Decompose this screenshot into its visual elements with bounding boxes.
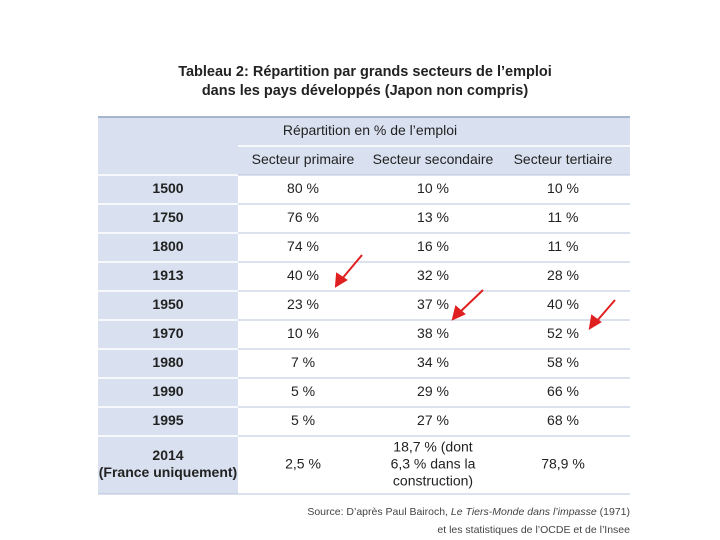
arrow: [458, 289, 484, 314]
cell: 7 %: [291, 354, 315, 370]
first-column-background: [98, 175, 238, 494]
cell: 80 %: [287, 180, 319, 196]
row-label: 1990: [152, 383, 183, 399]
cell: 52 %: [547, 325, 579, 341]
arrow-head: [451, 305, 466, 321]
row-label: 1913: [152, 267, 183, 283]
row-label: (France uniquement): [99, 464, 237, 480]
cell: 10 %: [547, 180, 579, 196]
arrow: [340, 254, 363, 281]
title-line: Tableau 2: Répartition par grands secteu…: [178, 64, 552, 80]
cell: 40 %: [547, 296, 579, 312]
cell: 40 %: [287, 267, 319, 283]
table: Répartition en % de l’emploi Secteur prim…: [98, 116, 630, 495]
row-label: 1995: [152, 412, 183, 428]
cell: 32 %: [417, 267, 449, 283]
row-label: 1950: [152, 296, 183, 312]
cell: 74 %: [287, 238, 319, 254]
cell: 76 %: [287, 209, 319, 225]
cell: 78,9 %: [541, 456, 585, 472]
arrow: [595, 299, 616, 323]
column-header: Secteur tertiaire: [514, 151, 613, 167]
cell: 11 %: [548, 209, 579, 225]
arrow-head: [588, 314, 602, 330]
row-label: 1980: [152, 354, 183, 370]
cell: 28 %: [547, 267, 579, 283]
cell: construction): [393, 473, 473, 489]
arrows: [334, 254, 616, 330]
cell: 16 %: [417, 238, 449, 254]
row-label: 1800: [152, 238, 183, 254]
row-label: 2014: [152, 447, 183, 463]
cell: 13 %: [417, 209, 449, 225]
column-header: Secteur primaire: [252, 151, 355, 167]
source-text: Le Tiers-Monde dans l’impasse: [451, 506, 597, 518]
cell: 29 %: [417, 383, 449, 399]
group-header: Répartition en % de l’emploi: [283, 122, 457, 138]
cell: 68 %: [547, 412, 579, 428]
cell: 23 %: [287, 296, 319, 312]
source-text: (1971): [597, 506, 630, 518]
column-header: Secteur secondaire: [373, 151, 494, 167]
cell: 37 %: [417, 296, 449, 312]
cell: 10 %: [287, 325, 319, 341]
cell: 6,3 % dans la: [391, 456, 476, 472]
cell: 10 %: [417, 180, 449, 196]
source-text: Source: D’après Paul Bairoch,: [307, 506, 451, 518]
arrow-head: [334, 272, 348, 288]
row-label: 1750: [152, 209, 183, 225]
row-label: 1970: [152, 325, 183, 341]
cell: 58 %: [547, 354, 579, 370]
cell: 38 %: [417, 325, 449, 341]
title-line: dans les pays développés (Japon non comp…: [202, 83, 529, 99]
source-line: Source: D’après Paul Bairoch, Le Tiers-M…: [307, 506, 630, 518]
source-line: et les statistiques de l’OCDE et de l’In…: [437, 524, 630, 536]
cell: 27 %: [417, 412, 449, 428]
cell: 18,7 % (dont: [393, 439, 472, 455]
cell: 34 %: [417, 354, 449, 370]
cell: 5 %: [291, 412, 315, 428]
cell: 5 %: [291, 383, 315, 399]
source-text: et les statistiques de l’OCDE et de l’In…: [437, 524, 630, 536]
cell: 11 %: [548, 238, 579, 254]
cell: 66 %: [547, 383, 579, 399]
cell: 2,5 %: [285, 456, 321, 472]
row-label: 1500: [152, 180, 183, 196]
